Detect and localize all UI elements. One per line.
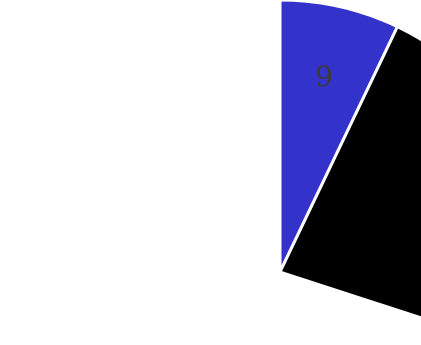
pie-slices xyxy=(278,0,421,320)
pie-slice-labels: 929 xyxy=(315,60,333,93)
pie-slice-0 xyxy=(278,0,399,274)
pie-slice-1 xyxy=(278,25,421,320)
pie-slice-label-0: 9 xyxy=(315,60,333,93)
